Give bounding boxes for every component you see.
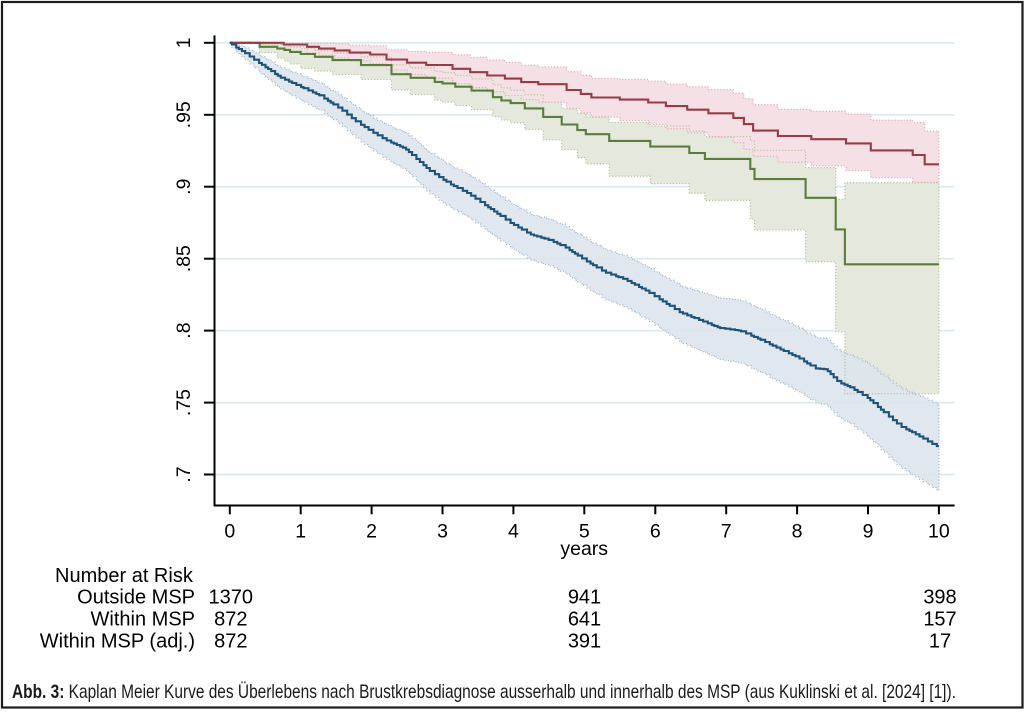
svg-text:.85: .85	[173, 245, 195, 272]
svg-text:872: 872	[214, 609, 247, 631]
svg-text:Within MSP: Within MSP	[91, 609, 195, 631]
svg-text:1370: 1370	[209, 587, 254, 609]
svg-text:9: 9	[863, 520, 874, 542]
svg-text:0: 0	[224, 520, 235, 542]
svg-text:4: 4	[508, 520, 519, 542]
svg-text:872: 872	[214, 630, 247, 652]
svg-text:157: 157	[923, 609, 956, 631]
svg-text:8: 8	[792, 520, 803, 542]
svg-text:17: 17	[929, 630, 951, 652]
svg-text:6: 6	[650, 520, 661, 542]
svg-text:Number at Risk: Number at Risk	[55, 565, 194, 587]
svg-text:.7: .7	[173, 466, 195, 482]
svg-text:3: 3	[437, 520, 448, 542]
svg-text:7: 7	[721, 520, 732, 542]
svg-text:398: 398	[923, 587, 956, 609]
svg-text:941: 941	[568, 587, 601, 609]
svg-text:Abb. 3: Kaplan Meier Kurve des: Abb. 3: Kaplan Meier Kurve des Überleben…	[12, 680, 956, 702]
svg-text:.95: .95	[173, 101, 195, 128]
svg-text:1: 1	[173, 37, 195, 48]
svg-text:2: 2	[366, 520, 377, 542]
svg-text:.9: .9	[173, 179, 195, 195]
svg-text:.8: .8	[173, 322, 195, 338]
svg-text:Outside MSP: Outside MSP	[77, 587, 195, 609]
svg-text:10: 10	[928, 520, 950, 542]
svg-text:Within MSP (adj.): Within MSP (adj.)	[40, 630, 195, 652]
svg-text:.75: .75	[173, 389, 195, 416]
svg-text:391: 391	[568, 630, 601, 652]
svg-text:years: years	[560, 538, 608, 560]
svg-text:641: 641	[568, 609, 601, 631]
svg-text:5: 5	[579, 520, 590, 542]
svg-text:1: 1	[295, 520, 306, 542]
